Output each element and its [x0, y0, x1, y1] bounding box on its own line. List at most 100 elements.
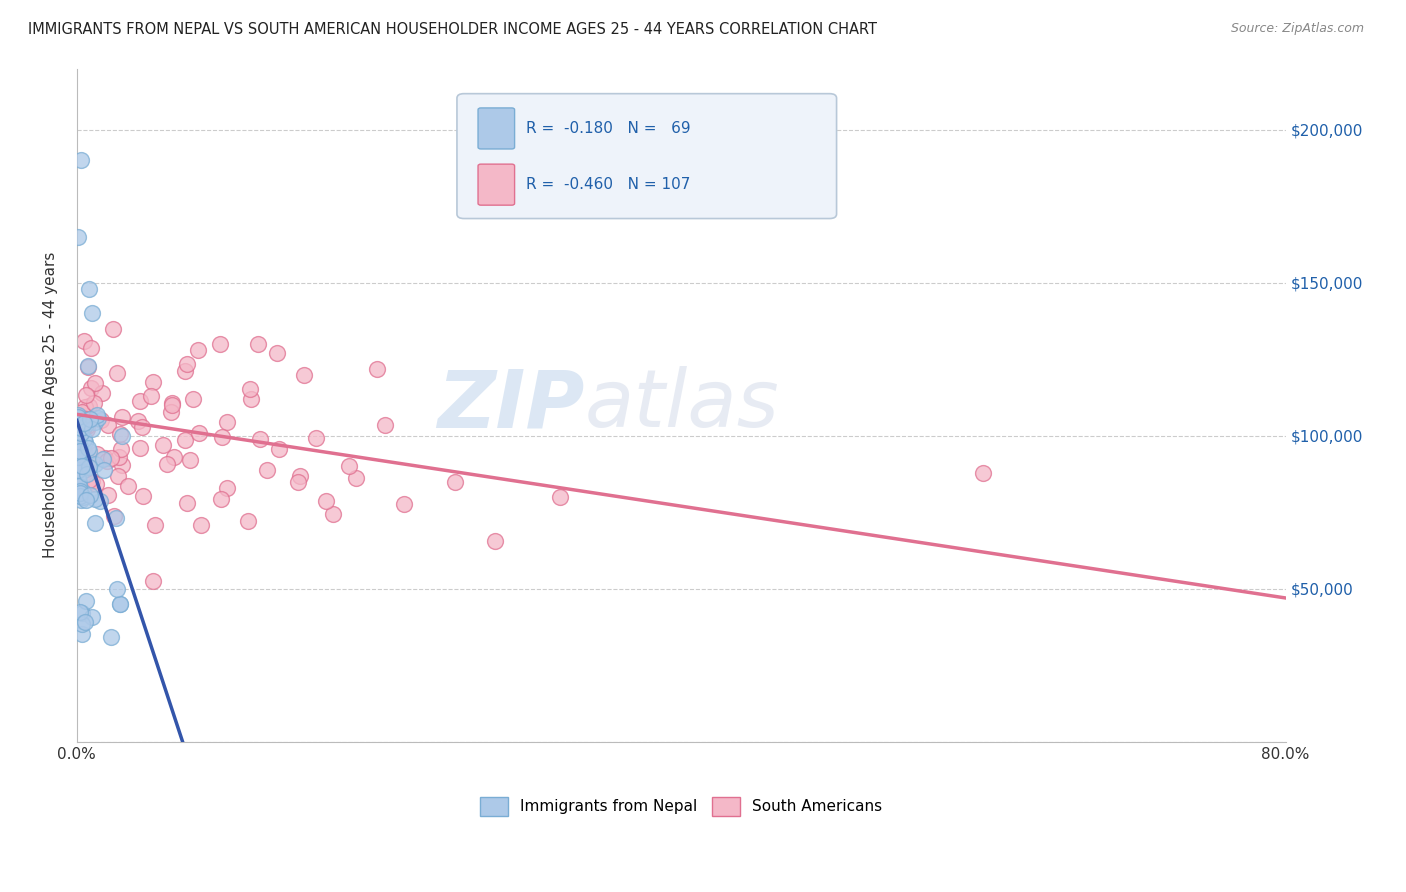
Point [73, 334, 96, 348]
Point [69, 486, 91, 500]
Point [107, 469, 129, 483]
Point [73, 432, 96, 446]
Point [91, 386, 114, 401]
Point [256, 462, 278, 476]
Point [238, 514, 260, 528]
Point [90, 413, 112, 427]
Point [67, 460, 90, 475]
Point [292, 368, 315, 382]
Point [305, 431, 328, 445]
Point [101, 321, 124, 335]
Point [79, 381, 101, 395]
Point [69, 489, 91, 503]
Point [69, 420, 91, 434]
Point [187, 343, 209, 357]
Point [67, 460, 90, 475]
Point [266, 346, 288, 360]
Point [67, 483, 90, 497]
Point [67, 230, 90, 244]
Point [83, 376, 105, 391]
Point [91, 451, 114, 466]
Point [69, 420, 91, 434]
Point [73, 435, 96, 450]
Point [70, 606, 93, 620]
Point [108, 426, 131, 441]
Point [105, 366, 128, 380]
Point [69, 484, 91, 499]
Point [217, 415, 239, 429]
Point [75, 416, 97, 430]
Point [75, 492, 97, 507]
Point [107, 450, 129, 464]
Point [238, 382, 260, 396]
Point [67, 417, 90, 431]
Point [70, 492, 93, 507]
Point [209, 492, 232, 507]
Point [73, 400, 96, 414]
Point [100, 451, 122, 466]
Point [84, 477, 107, 491]
Point [75, 594, 97, 608]
Point [176, 357, 198, 371]
Point [76, 360, 98, 375]
Point [73, 420, 96, 434]
Point [156, 457, 179, 471]
Point [76, 359, 98, 373]
Point [67, 475, 90, 489]
Point [80, 610, 103, 624]
Point [77, 454, 100, 468]
Point [105, 582, 128, 597]
Point [132, 489, 155, 503]
Point [67, 449, 90, 463]
Point [86, 447, 108, 461]
Point [70, 153, 93, 168]
Point [83, 457, 105, 471]
Point [79, 341, 101, 355]
Point [160, 396, 183, 410]
Point [211, 430, 233, 444]
Point [80, 474, 103, 488]
Point [77, 399, 100, 413]
Point [188, 426, 211, 441]
Text: R =  -0.460   N = 107: R = -0.460 N = 107 [526, 178, 690, 192]
Point [69, 605, 91, 619]
Point [344, 471, 367, 485]
Point [94, 450, 117, 465]
Text: ZIP: ZIP [437, 367, 585, 444]
Point [77, 441, 100, 455]
Point [69, 443, 91, 458]
Point [83, 395, 105, 409]
Point [127, 414, 149, 428]
Point [70, 488, 93, 502]
Point [247, 337, 270, 351]
Point [160, 404, 183, 418]
Point [142, 574, 165, 588]
Point [108, 597, 131, 611]
Point [69, 440, 91, 454]
Point [173, 433, 195, 447]
Point [152, 438, 174, 452]
Point [190, 518, 212, 533]
Point [100, 630, 122, 644]
Point [69, 462, 91, 476]
Point [179, 453, 201, 467]
Point [73, 416, 96, 430]
Text: Source: ZipAtlas.com: Source: ZipAtlas.com [1230, 22, 1364, 36]
Point [181, 392, 204, 406]
Point [67, 411, 90, 425]
Point [69, 426, 91, 441]
Point [86, 408, 108, 422]
Point [290, 469, 312, 483]
Point [76, 419, 98, 434]
Point [79, 488, 101, 502]
Text: IMMIGRANTS FROM NEPAL VS SOUTH AMERICAN HOUSEHOLDER INCOME AGES 25 - 44 YEARS CO: IMMIGRANTS FROM NEPAL VS SOUTH AMERICAN … [28, 22, 877, 37]
Point [93, 463, 115, 477]
Point [67, 417, 90, 432]
Point [142, 375, 165, 389]
Point [209, 337, 232, 351]
Text: atlas: atlas [585, 367, 779, 444]
Point [70, 421, 93, 435]
Point [76, 467, 98, 481]
Point [67, 471, 90, 485]
Point [80, 306, 103, 320]
